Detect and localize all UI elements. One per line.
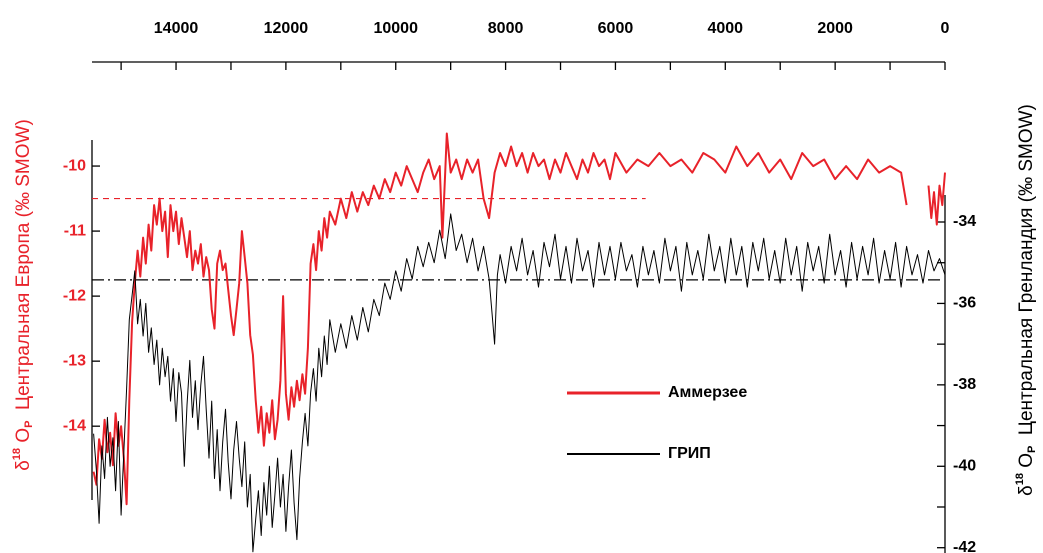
x-tick-label: 14000 — [154, 20, 199, 37]
y2-label-part: O — [1016, 453, 1037, 473]
y-axis-label: δ18 OP Центральная Европа (‰ SMOW) — [11, 119, 35, 471]
y-tick-label: -11 — [64, 222, 86, 239]
y2-tick-label: -34 — [953, 213, 976, 230]
y2-label-part: 18 — [1014, 473, 1026, 485]
y-label-part: O — [13, 428, 34, 448]
y-tick-label: -12 — [63, 287, 86, 304]
y-tick-label: -13 — [63, 352, 86, 369]
x-tick-label: 8000 — [488, 20, 524, 37]
series-line — [93, 213, 946, 553]
y-label-part: δ — [13, 460, 34, 471]
y2-axis-label: δ18 OP Центральная Гренландия (‰ SMOW) — [1014, 104, 1038, 496]
y2-tick-label: -40 — [953, 457, 976, 474]
y2-label-part: δ — [1016, 485, 1037, 496]
x-tick-label: 4000 — [707, 20, 743, 37]
y2-tick-label: -42 — [953, 539, 976, 553]
x-tick-label: 12000 — [264, 20, 309, 37]
y-label-part: Центральная Европа (‰ SMOW) — [13, 119, 34, 420]
series-line — [92, 132, 946, 506]
legend-label: Аммерзее — [668, 384, 747, 401]
x-tick-label: 0 — [941, 20, 950, 37]
legend-label: ГРИП — [668, 445, 711, 462]
y2-label-part: P — [1026, 446, 1038, 453]
y-label-part: P — [23, 421, 35, 428]
y2-tick-label: -38 — [953, 376, 976, 393]
x-tick-label: 10000 — [373, 20, 418, 37]
y2-tick-label: -36 — [953, 295, 976, 312]
x-tick-label: 2000 — [817, 20, 853, 37]
y-tick-label: -14 — [63, 417, 86, 434]
y-tick-label: -10 — [63, 157, 86, 174]
y-label-part: 18 — [11, 448, 23, 460]
x-tick-label: 6000 — [598, 20, 634, 37]
y2-label-part: Центральная Гренландия (‰ SMOW) — [1016, 104, 1037, 446]
